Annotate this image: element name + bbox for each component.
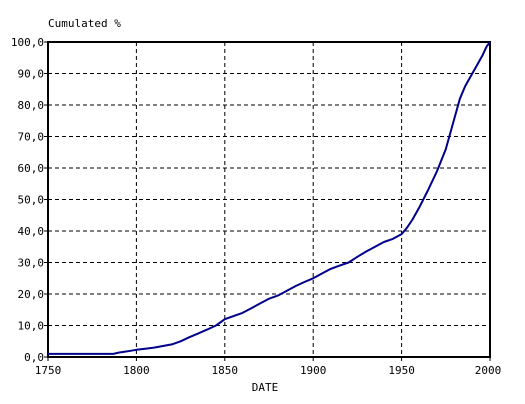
y-tick-label: 40,0 — [18, 225, 45, 238]
y-tick-label: 10,0 — [18, 320, 45, 333]
chart-title: Cumulated % — [48, 17, 121, 30]
x-tick-label: 1900 — [300, 364, 327, 377]
y-tick-label: 100,0 — [11, 36, 44, 49]
y-tick-label: 60,0 — [18, 162, 45, 175]
series-line — [48, 41, 491, 355]
x-tick-label: 1850 — [212, 364, 239, 377]
x-tick-label: 1800 — [123, 364, 150, 377]
y-axis-tick-labels: 0,0 10,0 20,0 30,0 40,0 50,0 60,0 70,0 80,0 90,0 1… — [11, 36, 48, 364]
y-tick-label: 80,0 — [18, 99, 45, 112]
y-tick-label: 90,0 — [18, 68, 45, 81]
x-axis-tick-labels: 1750 1800 1850 1900 1950 2000 — [35, 357, 502, 377]
x-tick-label: 2000 — [475, 364, 502, 377]
y-tick-label: 70,0 — [18, 131, 45, 144]
y-tick-label: 50,0 — [18, 194, 45, 207]
x-tick-label: 1950 — [388, 364, 415, 377]
x-axis-label: DATE — [252, 381, 279, 394]
y-tick-label: 20,0 — [18, 288, 45, 301]
y-tick-label: 0,0 — [24, 351, 44, 364]
x-tick-label: 1750 — [35, 364, 62, 377]
series-layer — [48, 41, 491, 355]
y-tick-label: 30,0 — [18, 257, 45, 270]
grid-lines — [48, 42, 490, 357]
